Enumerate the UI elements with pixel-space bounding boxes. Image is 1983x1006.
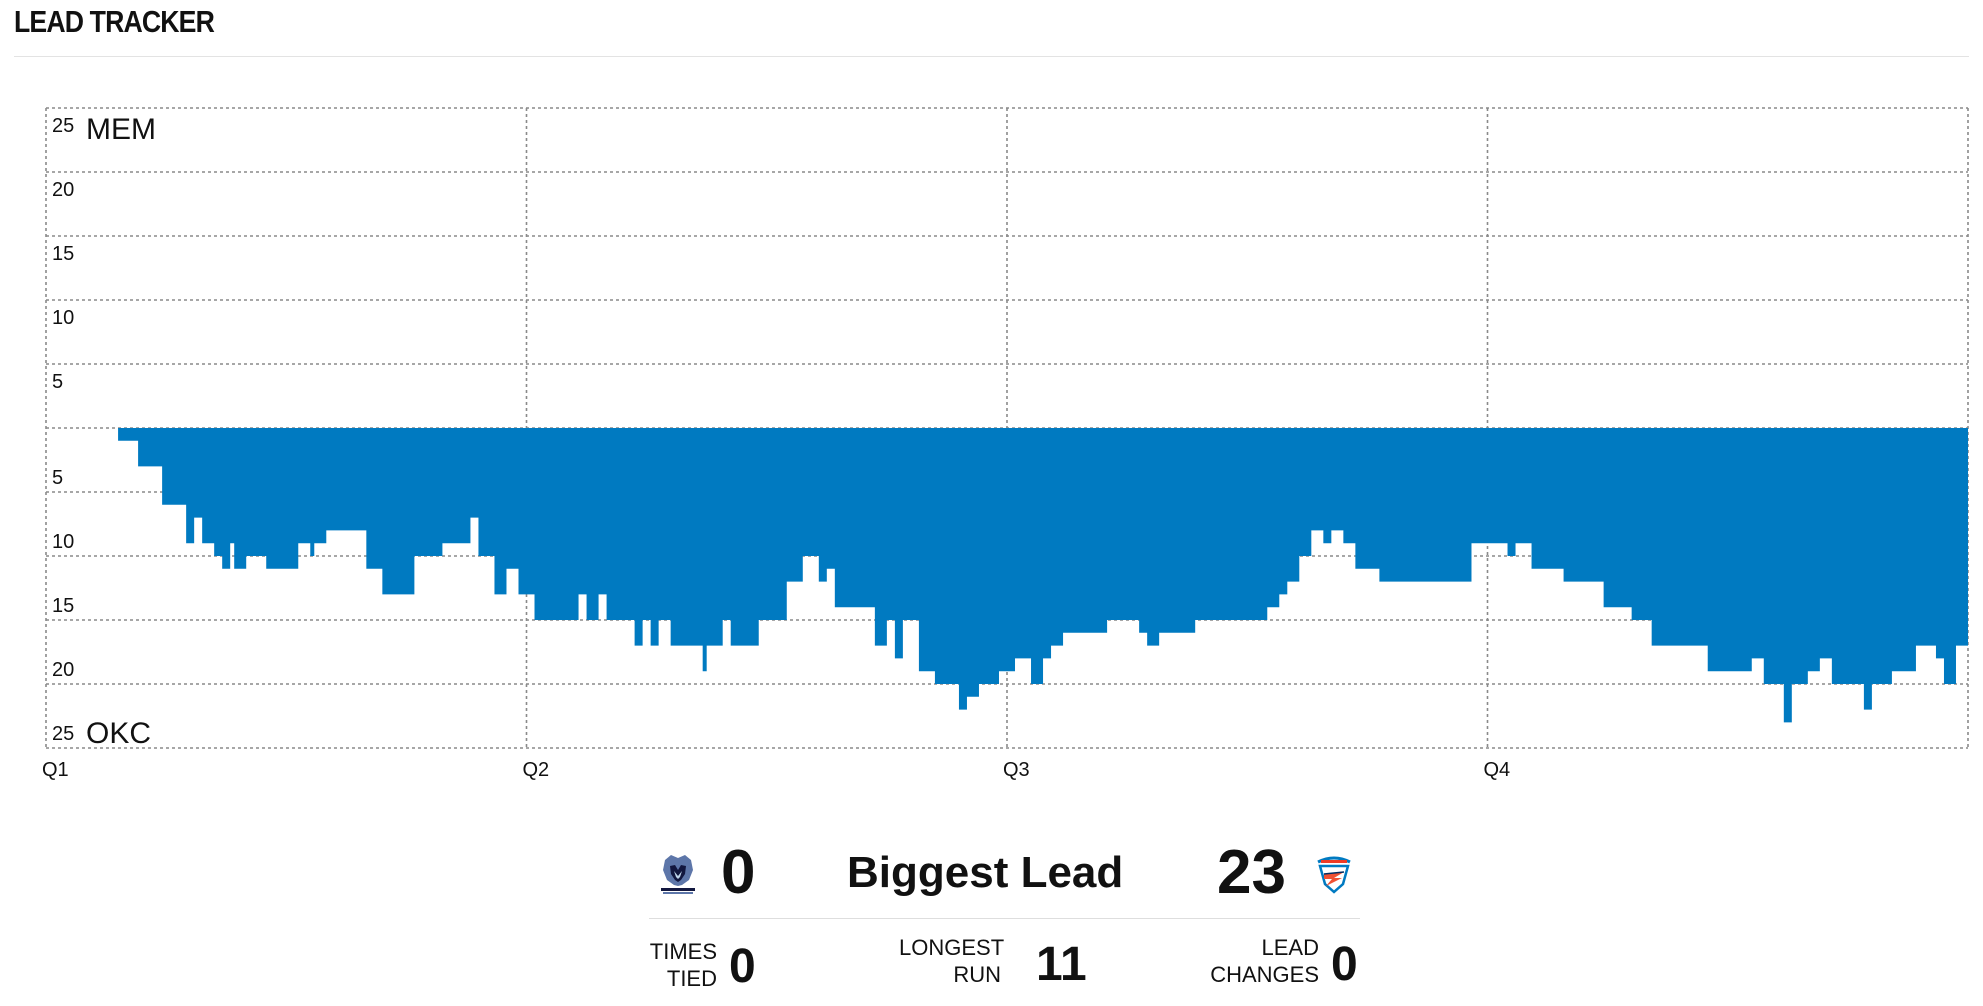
lead-area — [46, 428, 1968, 723]
bottom-team-label: OKC — [86, 717, 151, 750]
times-tied-label: TIMES TIED — [649, 939, 717, 991]
y-tick-label: 5 — [52, 467, 63, 489]
top-team-label: MEM — [86, 113, 156, 146]
y-tick-label: 10 — [52, 307, 74, 329]
chart-labels: 25 20 15 10 5 5 10 15 20 25 MEM OKC Q1 Q2 Q3 Q4 — [42, 113, 1510, 781]
lead-changes-label: LEAD CHANGES — [1210, 935, 1319, 987]
y-tick-label: 15 — [52, 243, 74, 265]
summary-divider — [649, 918, 1360, 919]
lead-area-okc — [46, 428, 1968, 723]
lead-changes-value: 0 — [1331, 938, 1358, 991]
x-tick-label: Q1 — [42, 759, 69, 781]
x-tick-label: Q3 — [1003, 759, 1030, 781]
lead-tracker-chart: 25 20 15 10 5 5 10 15 20 25 MEM OKC Q1 Q2 Q3 Q4 — [42, 107, 1969, 781]
longest-run-label: LONGEST RUN — [899, 935, 1005, 987]
memphis-grizzlies-logo — [661, 855, 695, 894]
y-tick-label: 20 — [52, 179, 74, 201]
lead-tracker-header: LEAD TRACKER — [14, 0, 1969, 57]
game-summary: 0 Biggest Lead 23 TIMES TIED 0 LONGEST R… — [649, 830, 1360, 1006]
y-tick-label: 10 — [52, 531, 74, 553]
y-tick-label: 5 — [52, 371, 63, 393]
mem-biggest-lead: 0 — [721, 838, 756, 907]
longest-run-value: 11 — [1036, 938, 1087, 991]
y-tick-label: 25 — [52, 723, 74, 745]
page-title: LEAD TRACKER — [14, 4, 215, 39]
okc-thunder-logo — [1317, 856, 1351, 894]
y-tick-label: 25 — [52, 115, 74, 137]
times-tied-value: 0 — [729, 940, 756, 993]
y-tick-label: 15 — [52, 595, 74, 617]
okc-biggest-lead: 23 — [1217, 838, 1286, 907]
biggest-lead-label: Biggest Lead — [847, 848, 1124, 897]
x-tick-label: Q4 — [1484, 759, 1511, 781]
x-tick-label: Q2 — [523, 759, 550, 781]
y-tick-label: 20 — [52, 659, 74, 681]
